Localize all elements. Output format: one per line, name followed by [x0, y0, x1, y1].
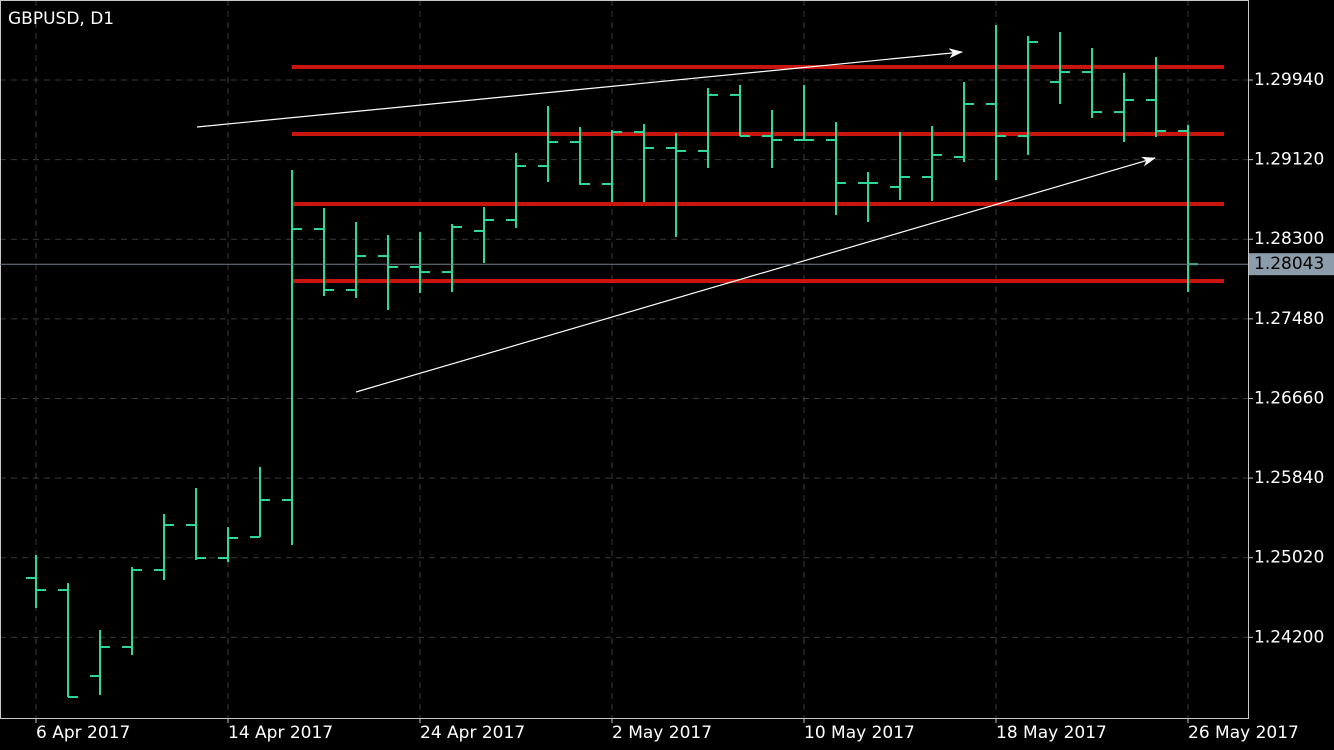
- trend-arrow: [196, 48, 963, 128]
- y-tick-label: 1.28300: [1254, 229, 1324, 249]
- last-price-box: [1249, 253, 1334, 276]
- y-tick-label: 1.26660: [1254, 388, 1324, 408]
- x-tick-label: 26 May 2017: [1188, 723, 1299, 743]
- y-tick-label: 1.25840: [1254, 468, 1324, 488]
- plot-frame: [0, 0, 1249, 719]
- y-tick-label: 1.29940: [1254, 70, 1324, 90]
- x-tick-label: 6 Apr 2017: [36, 723, 130, 743]
- levels: [292, 64, 1224, 283]
- chart-title: GBPUSD, D1: [8, 9, 114, 29]
- x-tick-label: 10 May 2017: [804, 723, 915, 743]
- last-price-label: 1.28043: [1254, 254, 1324, 274]
- axes: 1.29940 1.29120 1.28300 1.27480 1.26660 1.258…: [0, 70, 1334, 743]
- y-tick-label: 1.29120: [1254, 150, 1324, 170]
- x-tick-label: 24 Apr 2017: [420, 723, 525, 743]
- x-tick-label: 2 May 2017: [612, 723, 712, 743]
- x-tick-label: 18 May 2017: [996, 723, 1107, 743]
- y-tick-label: 1.25020: [1254, 548, 1324, 568]
- y-tick-label: 1.27480: [1254, 309, 1324, 329]
- trend-arrow: [355, 156, 1156, 393]
- y-tick-label: 1.24200: [1254, 627, 1324, 647]
- grid: [0, 0, 1248, 718]
- x-tick-label: 14 Apr 2017: [228, 723, 333, 743]
